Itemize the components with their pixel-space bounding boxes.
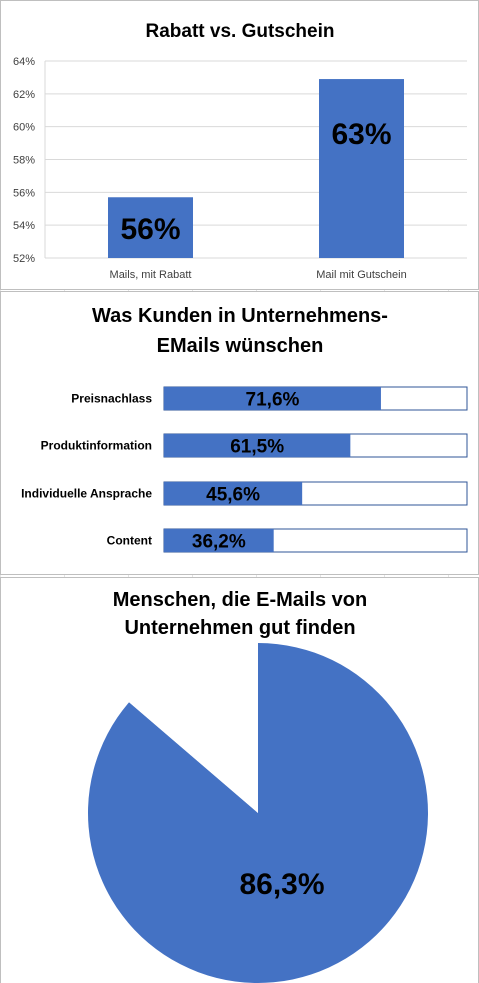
y-tick-label: 58% — [13, 155, 35, 167]
data-label: 61,5% — [230, 437, 284, 458]
chart-rabatt-vs-gutschein: Rabatt vs. Gutschein 52% 54% 56% 58% 60% 62% 6… — [0, 0, 479, 290]
bar — [164, 387, 381, 410]
chart-menschen-emails: Menschen, die E-Mails von Unternehmen gu… — [0, 577, 479, 983]
bar — [164, 434, 351, 457]
pie-slice — [87, 643, 428, 983]
y-tick-label: 62% — [13, 89, 35, 101]
chart-title-line-2: EMails wünschen — [157, 335, 324, 357]
y-tick-label: 60% — [13, 122, 35, 134]
bar — [164, 529, 274, 552]
bar — [319, 79, 404, 258]
hbar-chart-svg: Was Kunden in Unternehmens- EMails wünsc… — [21, 305, 468, 553]
y-tick-label: 64% — [13, 56, 35, 68]
category-label: Mail mit Gutschein — [316, 269, 406, 281]
chart-title-line-2: Unternehmen gut finden — [124, 617, 355, 639]
pie-slice — [129, 643, 258, 813]
data-label: 36,2% — [192, 532, 246, 553]
chart-kunden-wuensche: Was Kunden in Unternehmens- EMails wünsc… — [0, 291, 479, 575]
chart-title-line-1: Was Kunden in Unternehmens- — [92, 305, 388, 327]
data-label: 56% — [120, 213, 180, 246]
category-label: Content — [107, 534, 152, 548]
data-label: 45,6% — [206, 485, 260, 506]
data-label: 63% — [331, 118, 391, 151]
bar-chart-svg: Rabatt vs. Gutschein 52% 54% 56% 58% 60% 62% 6… — [13, 21, 467, 281]
data-label: 86,3% — [239, 868, 324, 901]
chart-title-line-1: Menschen, die E-Mails von — [113, 589, 368, 611]
category-label: Mails, mit Rabatt — [110, 269, 192, 281]
y-tick-label: 54% — [13, 220, 35, 232]
chart-title: Rabatt vs. Gutschein — [146, 21, 335, 42]
y-tick-label: 56% — [13, 187, 35, 199]
y-tick-label: 52% — [13, 253, 35, 265]
bar — [108, 197, 193, 258]
bar — [164, 482, 303, 505]
data-label: 71,6% — [246, 390, 300, 411]
category-label: Individuelle Ansprache — [21, 487, 152, 501]
category-label: Preisnachlass — [71, 392, 152, 406]
category-label: Produktinformation — [41, 439, 152, 453]
pie-chart-svg: Menschen, die E-Mails von Unternehmen gu… — [87, 589, 428, 983]
